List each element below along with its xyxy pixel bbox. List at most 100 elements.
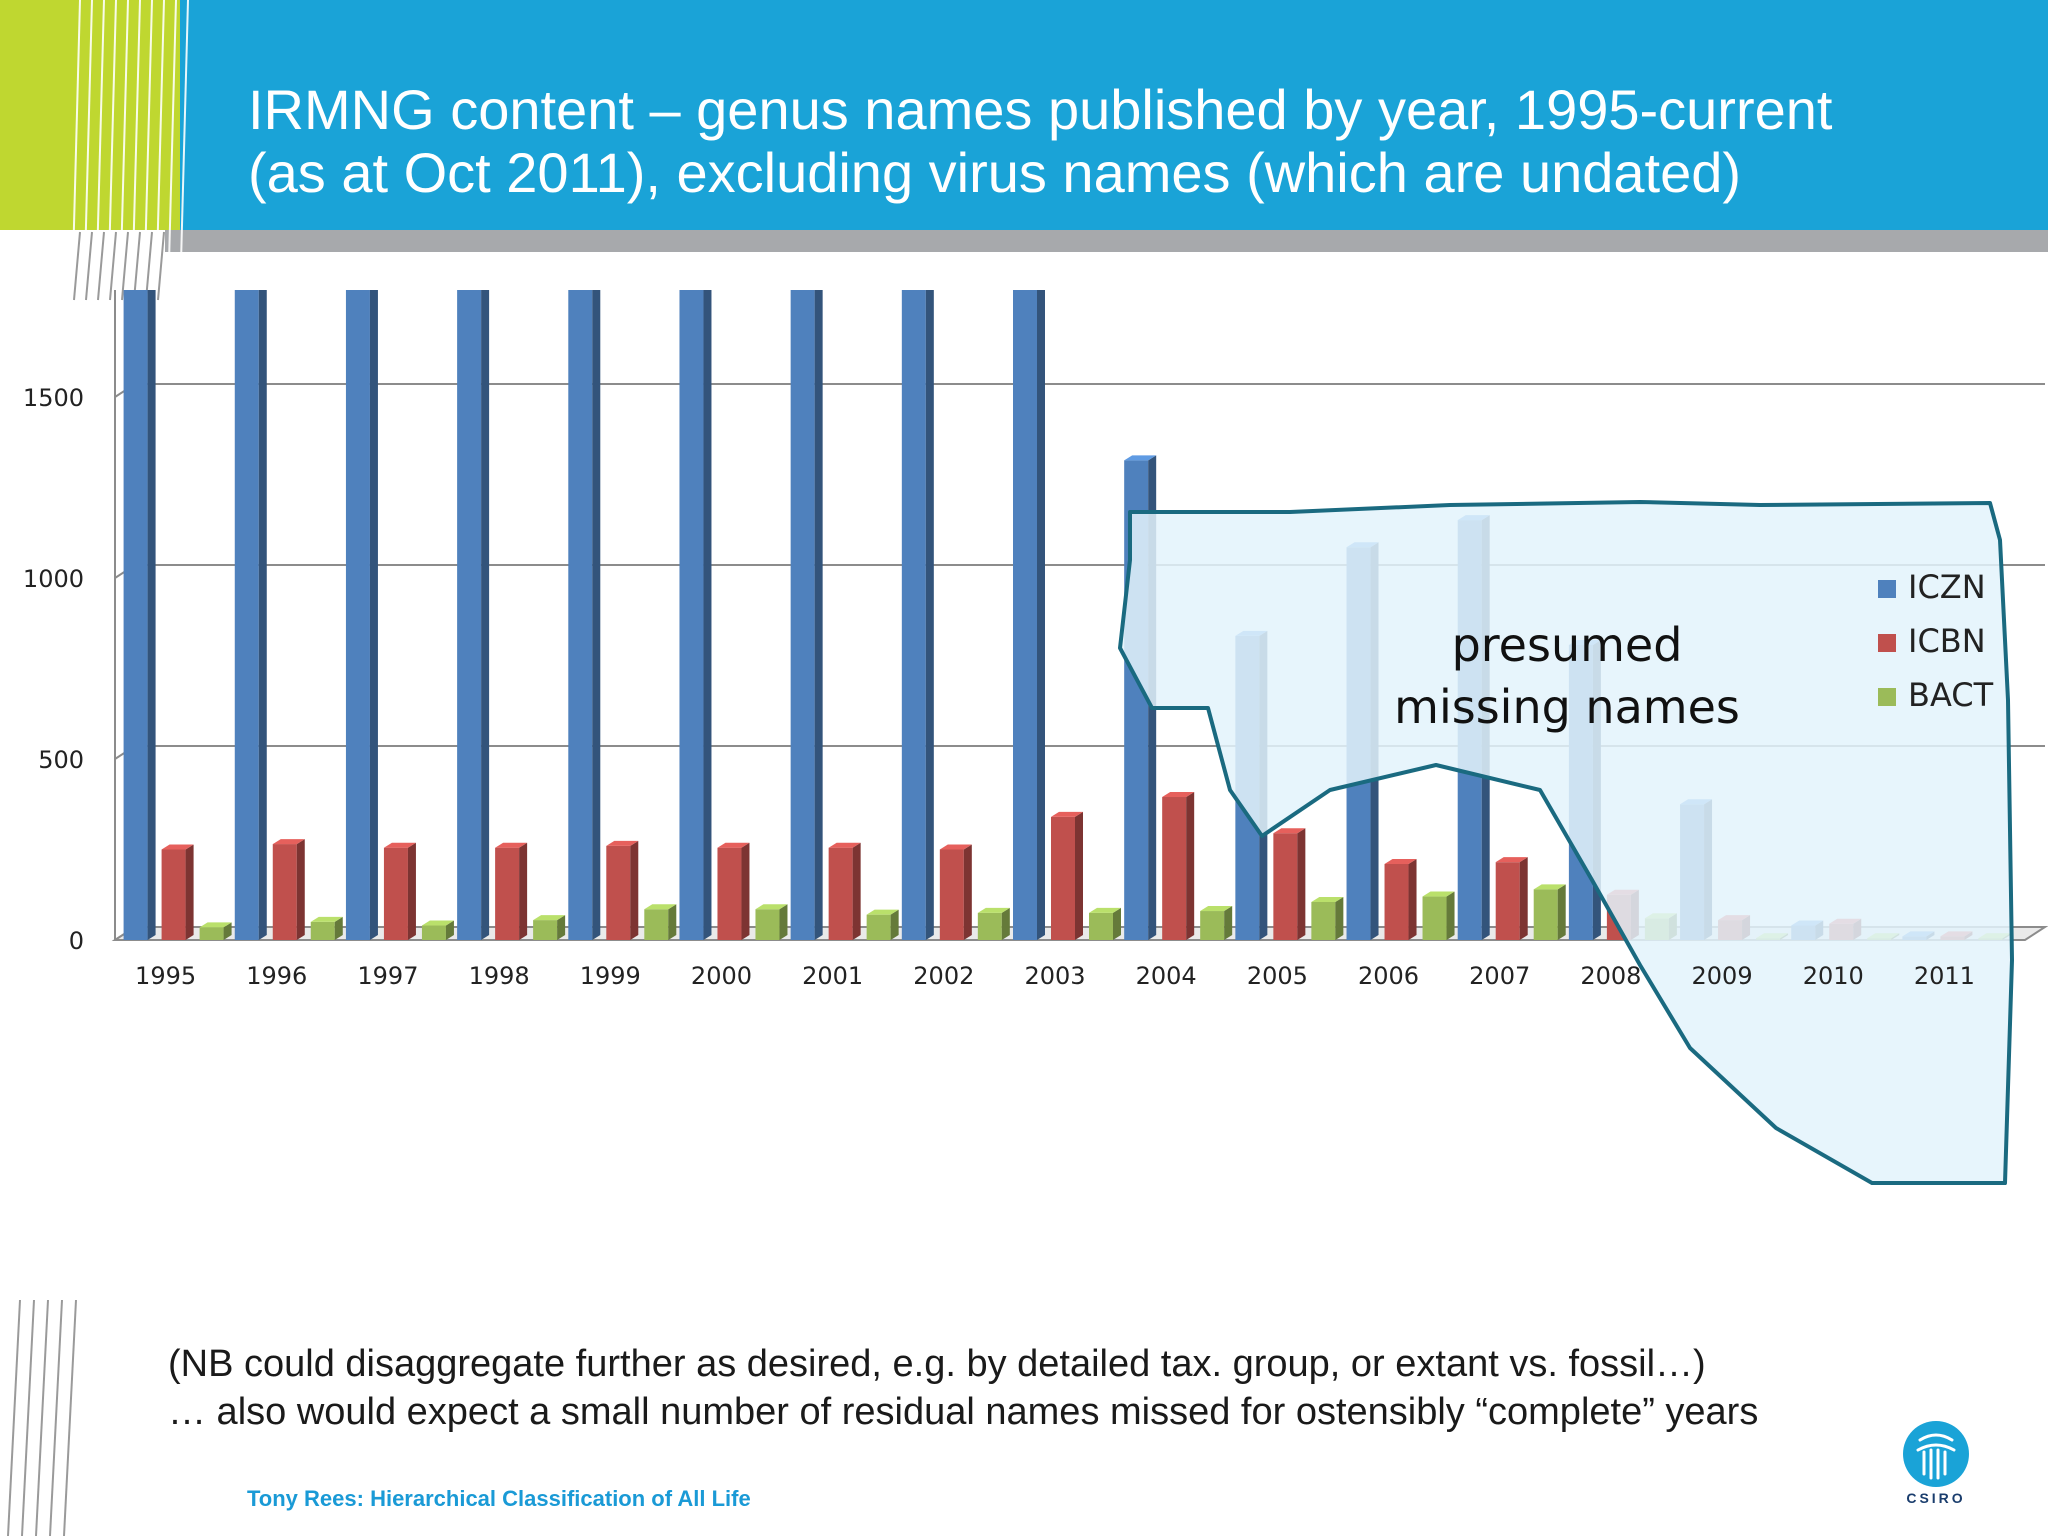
bar-top — [1162, 792, 1195, 798]
bar-front — [457, 257, 482, 940]
bar-bact-1995 — [199, 922, 232, 940]
bar-icbn-2006 — [1384, 858, 1417, 940]
bar-bact-2007 — [1533, 884, 1566, 940]
bar-top — [1311, 896, 1344, 902]
bar-side — [703, 274, 712, 941]
bar-side — [925, 180, 934, 941]
bar-front — [828, 847, 853, 940]
bar-side — [779, 904, 788, 940]
bar-front — [755, 909, 780, 940]
footer-credit: Tony Rees: Hierarchical Classification o… — [247, 1486, 751, 1511]
bar-side — [445, 920, 454, 940]
bar-front — [1162, 797, 1187, 940]
x-tick-label: 2008 — [1580, 962, 1641, 990]
bar-side — [1075, 811, 1083, 940]
bar-side — [481, 252, 490, 940]
x-tick-label: 1998 — [469, 962, 530, 990]
bar-side — [334, 916, 343, 940]
y-tick-label: 0 — [69, 927, 84, 955]
bar-top — [533, 915, 566, 921]
bar-side — [963, 844, 972, 940]
bar-bact-2001 — [866, 909, 899, 940]
legend-label-icbn: ICBN — [1908, 622, 1986, 660]
x-tick-label: 2005 — [1247, 962, 1308, 990]
x-tick-label: 2006 — [1358, 962, 1419, 990]
header-underline — [165, 230, 2048, 252]
bar-bact-2002 — [977, 907, 1010, 940]
bar-icbn-2001 — [828, 842, 861, 940]
bar-side — [1297, 828, 1306, 940]
x-tick-label: 2004 — [1136, 962, 1197, 990]
bar-front — [977, 912, 1002, 940]
bar-front — [568, 206, 593, 940]
bar-side — [890, 909, 899, 940]
csiro-logo-icon — [1903, 1421, 1969, 1487]
bar-front — [383, 847, 408, 940]
decorative-stripes — [7, 0, 189, 1536]
legend-swatch-bact — [1878, 688, 1896, 706]
bar-iczn-2001 — [790, 229, 823, 941]
bar-top — [1384, 858, 1417, 864]
bar-front — [644, 909, 669, 940]
bar-side — [1446, 891, 1455, 940]
bar-bact-2005 — [1311, 896, 1344, 940]
slide-title: IRMNG content – genus names published by… — [248, 78, 2008, 204]
bar-side — [1001, 907, 1010, 940]
bar-front — [790, 234, 815, 941]
x-tick-label: 1996 — [246, 962, 307, 990]
x-tick-label: 2011 — [1914, 962, 1975, 990]
bar-front — [1495, 862, 1520, 940]
bar-side — [258, 171, 267, 940]
bar-top — [939, 844, 972, 850]
bar-iczn-1998 — [457, 252, 490, 940]
bar-bact-2003 — [1089, 907, 1121, 940]
x-tick-label: 1995 — [135, 962, 196, 990]
bar-top — [1533, 884, 1566, 890]
bar-front — [606, 845, 631, 940]
bar-top — [495, 842, 528, 848]
bar-top — [199, 922, 232, 928]
bar-bact-1996 — [310, 916, 343, 940]
bar-top — [310, 916, 343, 922]
y-tick-label: 1000 — [23, 565, 84, 593]
bar-side — [814, 229, 823, 941]
legend-swatch-icbn — [1878, 634, 1896, 652]
bar-icbn-1996 — [272, 839, 305, 940]
bar-icbn-2007 — [1495, 857, 1528, 940]
bar-side — [1224, 906, 1233, 940]
bar-icbn-1999 — [606, 840, 639, 940]
bar-bact-1997 — [421, 920, 454, 940]
bar-top — [383, 842, 416, 848]
bar-side — [519, 842, 528, 940]
bar-chart: presumed missing names 0 500 1000 1500 2000 2… — [23, 21, 2048, 1185]
legend-label-bact: BACT — [1908, 676, 1994, 714]
bar-icbn-2002 — [939, 844, 972, 940]
bar-front — [310, 921, 335, 940]
bar-side — [668, 904, 677, 940]
footnote-line-1: (NB could disaggregate further as desire… — [168, 1343, 1706, 1385]
bar-front — [717, 847, 742, 940]
bar-top — [717, 842, 750, 848]
bar-front — [1051, 816, 1075, 940]
bar-side — [852, 842, 861, 940]
bar-front — [1200, 911, 1225, 940]
bar-iczn-1999 — [568, 201, 601, 940]
bar-front — [901, 185, 926, 941]
callout-shape — [1118, 500, 2014, 1185]
slide-title-line-2: (as at Oct 2011), excluding virus names … — [248, 141, 1742, 204]
bar-top — [866, 909, 899, 915]
callout-label-line-1: presumed — [1452, 618, 1683, 672]
bar-iczn-1996 — [234, 171, 267, 940]
bar-iczn-2003 — [1013, 249, 1045, 940]
bar-front — [679, 279, 704, 941]
bar-iczn-2002 — [901, 180, 934, 941]
x-tick-label: 2009 — [1692, 962, 1753, 990]
bar-icbn-2000 — [717, 842, 750, 940]
legend: ICZN ICBN BACT — [1878, 568, 1994, 714]
bar-front — [866, 914, 891, 940]
bar-top — [828, 842, 861, 848]
bar-icbn-2003 — [1051, 811, 1083, 940]
bar-front — [1089, 912, 1113, 940]
bar-iczn-2000 — [679, 274, 712, 941]
bar-top — [644, 904, 677, 910]
